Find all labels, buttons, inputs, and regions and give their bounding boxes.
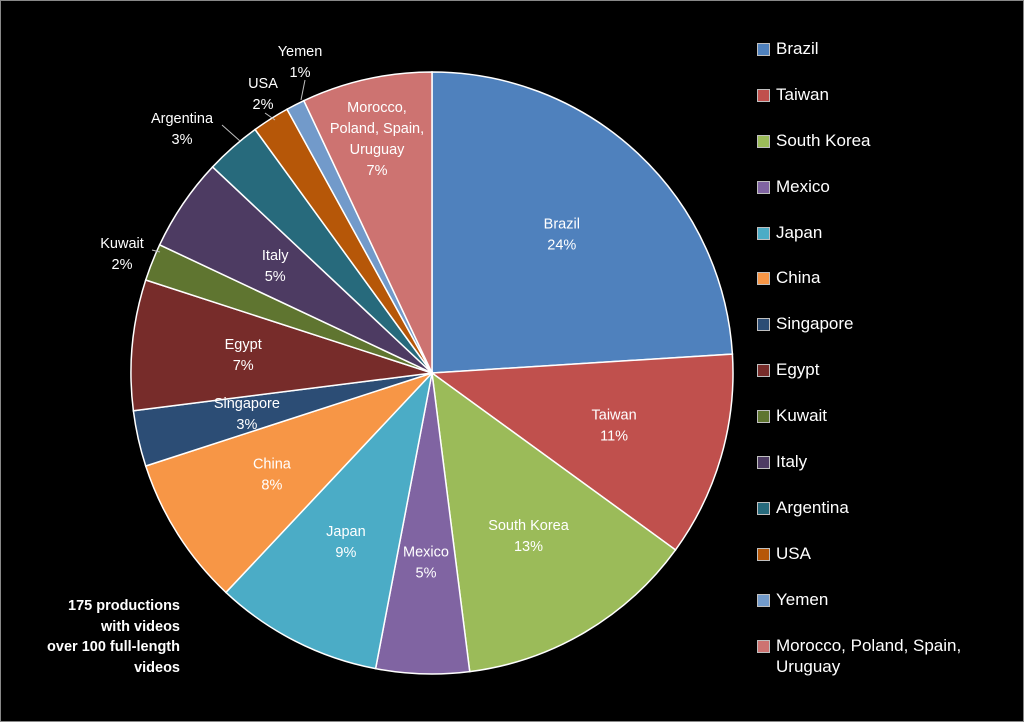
legend-swatch	[757, 88, 770, 102]
legend-item: Yemen	[757, 589, 1019, 635]
legend-swatch	[757, 318, 770, 332]
legend-label: Singapore	[776, 314, 854, 334]
pie-slice-egypt	[130, 279, 433, 412]
slice-category-label: Morocco,	[347, 100, 407, 116]
legend-swatch	[757, 593, 770, 607]
legend-item: Morocco, Poland, Spain, Uruguay	[757, 635, 1019, 681]
legend-swatch	[757, 456, 770, 470]
note-line: videos	[134, 659, 180, 676]
legend-item: Italy	[757, 451, 1019, 497]
slice-category-label: Brazil	[544, 217, 580, 233]
legend-label: South Korea	[776, 130, 871, 150]
slice-category-label: Yemen	[278, 44, 323, 60]
slice-category-label: China	[253, 456, 292, 472]
slice-value-label: 11%	[600, 429, 628, 445]
slice-labels: Brazil 24% Taiwan 11% South Korea 13% Mexico 5%…	[100, 44, 636, 582]
slice-value-label: 9%	[335, 545, 356, 561]
slice-category-label: Poland, Spain,	[330, 121, 424, 137]
slice-category-label: Argentina	[151, 111, 214, 127]
slice-category-label: Kuwait	[100, 236, 144, 252]
legend-swatch	[757, 547, 770, 561]
pie-slice-china	[144, 372, 433, 594]
legend-label: Kuwait	[776, 406, 828, 426]
legend-item: China	[757, 267, 1019, 313]
note-line: over 100 full-length	[47, 639, 180, 655]
legend-swatch	[757, 639, 770, 653]
slice-value-label: 5%	[265, 269, 286, 285]
pie-slices	[130, 71, 734, 675]
slice-value-label: 2%	[253, 97, 274, 113]
pie-slice-japan	[224, 370, 434, 670]
slice-category-label: Mexico	[403, 544, 449, 560]
legend-item: USA	[757, 543, 1019, 589]
slice-value-label: 2%	[112, 257, 133, 273]
legend-label: China	[776, 268, 821, 288]
legend-label: Mexico	[776, 176, 830, 196]
legend-swatch	[757, 180, 770, 194]
annotation-note: 175 productions with videos over 100 ful…	[20, 596, 180, 678]
legend-label: Egypt	[776, 360, 820, 380]
legend-swatch	[757, 501, 770, 515]
slice-value-label: 7%	[233, 358, 254, 374]
pie-slice-taiwan	[429, 353, 734, 551]
legend-label: Argentina	[776, 497, 849, 517]
slice-category-label: South Korea	[488, 518, 570, 534]
slice-category-label: Uruguay	[350, 142, 406, 158]
note-line: with videos	[101, 618, 180, 635]
legend-item: Singapore	[757, 313, 1019, 359]
leader-line	[221, 124, 241, 142]
slice-value-label: 24%	[547, 238, 576, 254]
legend-swatch	[757, 410, 770, 424]
legend-swatch	[757, 134, 770, 148]
slice-value-label: 7%	[367, 163, 388, 179]
legend-label: Japan	[776, 222, 823, 242]
slice-value-label: 3%	[236, 417, 257, 433]
legend-item: South Korea	[757, 130, 1019, 176]
slice-category-label: Egypt	[225, 337, 262, 353]
legend-label: Yemen	[776, 589, 829, 609]
legend-item: Kuwait	[757, 405, 1019, 451]
slice-value-label: 3%	[172, 132, 193, 148]
slice-category-label: Taiwan	[592, 408, 637, 424]
leader-line	[151, 249, 161, 253]
legend-swatch	[757, 43, 770, 56]
legend-label: Morocco, Poland, Spain, Uruguay	[776, 635, 962, 676]
slice-category-label: Japan	[326, 524, 366, 540]
pie-slice-morocco-poland-spain-uruguay	[302, 71, 433, 374]
slice-value-label: 1%	[290, 65, 311, 81]
slice-category-label: Singapore	[214, 396, 280, 412]
legend: Brazil Taiwan South Korea Mexico Japan China S…	[757, 38, 1019, 680]
slice-category-label: USA	[248, 76, 278, 92]
legend-item: Brazil	[757, 38, 1019, 84]
legend-item: Mexico	[757, 176, 1019, 222]
legend-label: Italy	[776, 452, 808, 472]
note-line: 175 productions	[68, 598, 180, 614]
legend-item: Egypt	[757, 359, 1019, 405]
slice-value-label: 13%	[514, 539, 543, 555]
legend-item: Taiwan	[757, 84, 1019, 130]
leader-line	[264, 112, 276, 121]
slice-category-label: Italy	[262, 248, 289, 264]
slice-value-label: 5%	[416, 565, 437, 581]
pie-slice-brazil	[431, 71, 734, 374]
legend-label: Brazil	[776, 39, 819, 58]
legend-swatch	[757, 226, 770, 240]
legend-swatch	[757, 364, 770, 378]
legend-item: Japan	[757, 222, 1019, 268]
slice-value-label: 8%	[261, 477, 282, 493]
legend-item: Argentina	[757, 497, 1019, 543]
pie-slice-south-korea	[431, 371, 677, 673]
legend-swatch	[757, 272, 770, 286]
legend-label: USA	[776, 543, 811, 563]
leader-line	[300, 79, 306, 101]
legend-label: Taiwan	[776, 84, 829, 104]
